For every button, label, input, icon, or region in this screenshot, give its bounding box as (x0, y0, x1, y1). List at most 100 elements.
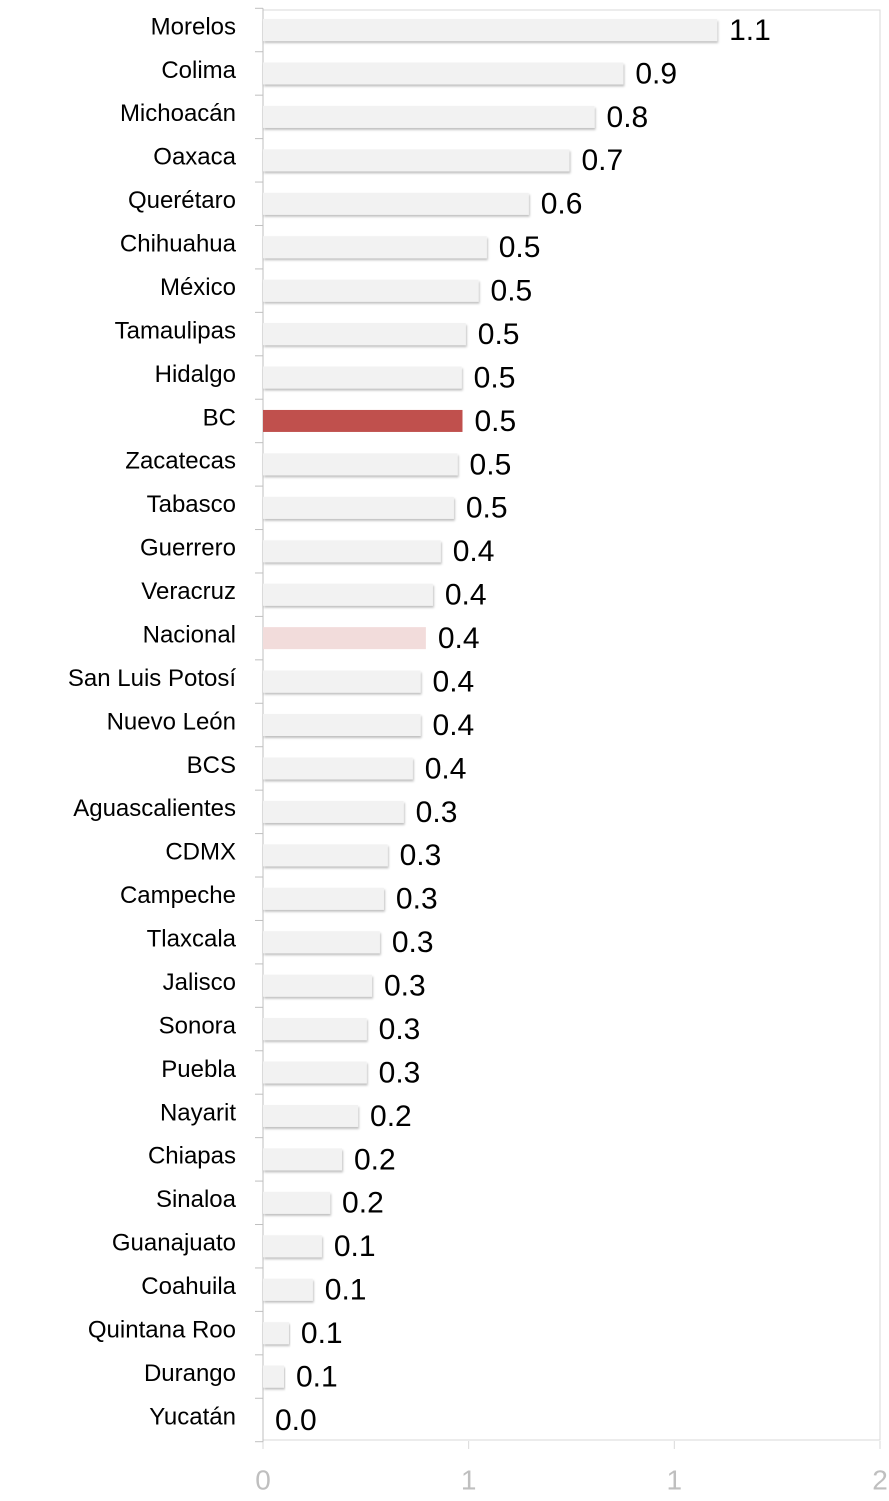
y-tick-label: Puebla (161, 1056, 236, 1083)
y-tick-label: Zacatecas (125, 448, 236, 475)
bar (263, 19, 718, 42)
y-tick-label: Nuevo León (107, 708, 236, 735)
bar (263, 757, 413, 780)
bar (263, 62, 624, 85)
bar (263, 887, 384, 910)
y-tick-label: Chihuahua (120, 231, 237, 258)
bar (263, 540, 441, 563)
data-label: 0.4 (445, 579, 487, 612)
y-tick-label: Yucatán (149, 1403, 236, 1430)
data-label: 0.4 (438, 622, 480, 655)
bar (263, 1322, 289, 1345)
data-label: 1.1 (729, 14, 771, 47)
data-label: 0.3 (379, 1056, 421, 1089)
y-tick-label: Aguascalientes (73, 795, 236, 822)
bar (263, 279, 479, 302)
y-tick-label: Quintana Roo (88, 1316, 236, 1343)
data-label: 0.1 (296, 1360, 338, 1393)
data-label: 0.5 (491, 275, 533, 308)
y-tick-label: Tamaulipas (115, 317, 236, 344)
y-tick-label: Nacional (143, 621, 236, 648)
y-tick-label: San Luis Potosí (68, 665, 236, 692)
y-tick-label: Campeche (120, 882, 236, 909)
bar (263, 1061, 367, 1084)
data-label: 0.5 (470, 448, 512, 481)
data-label: 0.2 (342, 1187, 384, 1220)
data-label: 0.4 (433, 665, 475, 698)
y-tick-label: Sinaloa (156, 1186, 237, 1213)
y-tick-label: Sonora (159, 1012, 237, 1039)
y-tick-label: Michoacán (120, 100, 236, 127)
data-label: 0.7 (581, 144, 623, 177)
bar (263, 453, 458, 476)
y-tick-label: Coahuila (141, 1273, 236, 1300)
bar (263, 1235, 322, 1258)
data-label: 0.2 (370, 1100, 412, 1133)
bar (263, 1148, 342, 1171)
data-label: 0.9 (635, 57, 677, 90)
data-label: 0.4 (453, 535, 495, 568)
y-tick-label: Durango (144, 1360, 236, 1387)
bar (263, 496, 454, 519)
data-label: 0.5 (474, 405, 516, 438)
data-label: 0.3 (379, 1013, 421, 1046)
data-label: 0.4 (425, 752, 467, 785)
data-label: 0.8 (607, 101, 649, 134)
data-label: 0.3 (396, 883, 438, 916)
data-label: 0.1 (325, 1274, 367, 1307)
bar (263, 323, 466, 346)
bar (263, 236, 487, 259)
y-tick-label: Chiapas (148, 1143, 236, 1170)
data-label: 0.3 (416, 796, 458, 829)
data-label: 0.2 (354, 1143, 396, 1176)
data-label: 0.1 (334, 1230, 376, 1263)
data-label: 0.5 (466, 492, 508, 525)
bar (263, 670, 421, 693)
x-tick-label: 1 (461, 1464, 477, 1495)
bar (263, 409, 463, 432)
x-tick-label: 1 (667, 1464, 683, 1495)
bar (263, 627, 426, 650)
data-label: 0.3 (384, 970, 426, 1003)
bar (263, 1278, 313, 1301)
bar (263, 974, 373, 997)
y-tick-label: Colima (161, 57, 236, 84)
bar (263, 149, 570, 172)
data-label: 0.1 (301, 1317, 343, 1350)
bar (263, 1104, 359, 1127)
data-label: 0.3 (400, 839, 442, 872)
data-label: 0.5 (478, 318, 520, 351)
y-tick-label: Querétaro (128, 187, 236, 214)
data-label: 0.5 (474, 361, 516, 394)
bar (263, 366, 462, 389)
bar (263, 1365, 284, 1388)
y-tick-label: Nayarit (160, 1099, 236, 1126)
y-tick-label: CDMX (165, 839, 236, 866)
y-tick-label: BCS (187, 752, 236, 779)
y-tick-label: Tabasco (147, 491, 236, 518)
bar (263, 1191, 331, 1214)
data-label: 0.5 (499, 231, 541, 264)
y-tick-label: BC (203, 404, 236, 431)
bar (263, 1018, 367, 1041)
bar (263, 192, 529, 215)
bar (263, 844, 388, 867)
x-tick-label: 2 (872, 1464, 888, 1495)
y-tick-label: Morelos (151, 13, 236, 40)
y-tick-label: Guerrero (140, 535, 236, 562)
y-tick-label: Tlaxcala (147, 926, 237, 953)
y-tick-label: Hidalgo (155, 361, 236, 388)
data-label: 0.6 (541, 188, 583, 221)
y-tick-label: Jalisco (163, 969, 236, 996)
x-tick-label: 0 (255, 1464, 271, 1495)
y-tick-label: México (160, 274, 236, 301)
data-label: 0.0 (275, 1404, 317, 1437)
y-tick-label: Guanajuato (112, 1230, 236, 1257)
bar (263, 931, 380, 954)
bar (263, 583, 433, 606)
bar (263, 800, 404, 823)
y-tick-label: Oaxaca (153, 144, 236, 171)
y-tick-label: Veracruz (141, 578, 236, 605)
bar (263, 714, 421, 736)
